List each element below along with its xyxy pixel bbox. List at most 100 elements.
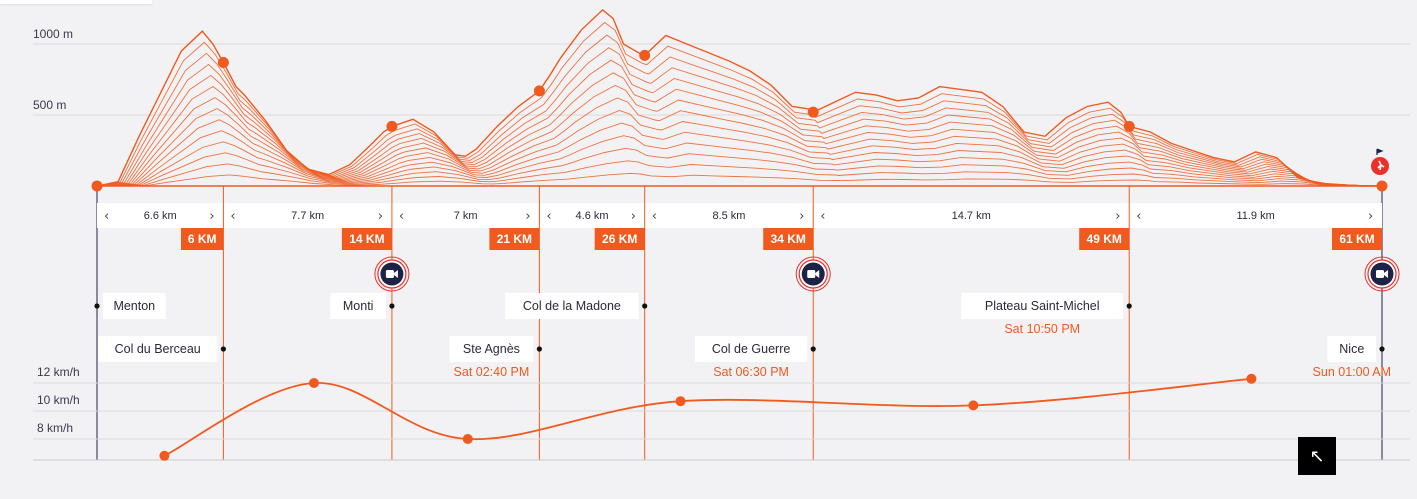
place-label-5: Col de Guerre Sat 06:30 PM bbox=[694, 336, 816, 379]
eta-time: Sat 10:50 PM bbox=[1004, 322, 1080, 336]
chevron-right-icon[interactable]: › bbox=[525, 209, 530, 224]
chevron-left-icon[interactable]: ‹ bbox=[1136, 209, 1141, 224]
speed-point bbox=[1246, 373, 1257, 384]
collapse-button[interactable]: ↖ bbox=[1298, 437, 1336, 475]
km-badge-bg bbox=[1332, 228, 1382, 250]
chevron-right-icon[interactable]: › bbox=[799, 209, 804, 224]
place-label-bg bbox=[694, 336, 808, 362]
place-dot bbox=[389, 303, 395, 309]
place-name: Monti bbox=[343, 299, 374, 313]
segment-2[interactable]: ‹ › 7 km bbox=[399, 209, 531, 224]
km-badge: 14 KM bbox=[341, 228, 392, 250]
chevron-right-icon[interactable]: › bbox=[209, 209, 214, 224]
elevation-point bbox=[807, 106, 819, 118]
place-dot bbox=[220, 346, 226, 352]
elevation-point bbox=[533, 85, 545, 97]
place-label-bg bbox=[961, 293, 1124, 319]
km-badge-label: 21 KM bbox=[497, 232, 532, 246]
chevron-right-icon[interactable]: › bbox=[378, 209, 383, 224]
video-camera-icon[interactable] bbox=[374, 256, 410, 292]
chevron-right-icon[interactable]: › bbox=[1115, 209, 1120, 224]
km-badge-bg bbox=[594, 228, 645, 250]
chevron-left-icon[interactable]: ‹ bbox=[104, 209, 109, 224]
place-label-bg bbox=[449, 336, 534, 362]
chevron-left-icon[interactable]: ‹ bbox=[546, 209, 551, 224]
speed-point bbox=[159, 450, 170, 461]
km-badge: 49 KM bbox=[1079, 228, 1130, 250]
speed-point bbox=[968, 400, 979, 411]
km-badge: 34 KM bbox=[763, 228, 814, 250]
speed-tick-label: 12 km/h bbox=[37, 365, 80, 379]
chevron-left-icon[interactable]: ‹ bbox=[230, 209, 235, 224]
arrow-up-left-icon: ↖ bbox=[1309, 445, 1325, 467]
place-dot bbox=[536, 346, 542, 352]
eta-time: Sat 06:30 PM bbox=[713, 365, 789, 379]
camera-lens bbox=[815, 270, 820, 278]
place-label-bg bbox=[1327, 336, 1376, 362]
elevation-layer bbox=[120, 147, 1383, 187]
km-badge-label: 49 KM bbox=[1087, 232, 1122, 246]
video-camera-icon[interactable] bbox=[1364, 256, 1400, 292]
elevation-layer bbox=[96, 8, 1382, 187]
segment-distance-label: 11.9 km bbox=[1236, 210, 1274, 222]
elevation-point bbox=[1123, 120, 1135, 132]
place-label-bg bbox=[103, 293, 166, 319]
place-name: Col du Berceau bbox=[115, 342, 201, 356]
place-name: Ste Agnès bbox=[463, 342, 520, 356]
elevation-point bbox=[639, 49, 651, 61]
chevron-right-icon[interactable]: › bbox=[631, 209, 636, 224]
elevation-layer bbox=[124, 172, 1383, 187]
chevron-left-icon[interactable]: ‹ bbox=[399, 209, 404, 224]
elevation-layer bbox=[107, 72, 1382, 187]
speed-point bbox=[675, 396, 686, 407]
chevron-left-icon[interactable]: ‹ bbox=[652, 209, 657, 224]
km-badge-bg bbox=[489, 228, 540, 250]
speed-point bbox=[308, 378, 319, 388]
place-name: Col de la Madone bbox=[523, 299, 621, 313]
place-label-2: Monti bbox=[330, 293, 395, 319]
km-badge: 6 KM bbox=[180, 228, 224, 250]
segment-distance-label: 4.6 km bbox=[576, 210, 609, 222]
segment-0[interactable]: ‹ › 6.6 km bbox=[104, 209, 215, 224]
segment-5[interactable]: ‹ › 14.7 km bbox=[820, 209, 1120, 224]
elevation-layer bbox=[118, 135, 1383, 187]
place-dot bbox=[94, 303, 100, 309]
place-label-1: Col du Berceau bbox=[97, 336, 226, 362]
runner-figure bbox=[1377, 160, 1385, 171]
chevron-right-icon[interactable]: › bbox=[1368, 209, 1373, 224]
km-badge: 61 KM bbox=[1332, 228, 1382, 250]
km-badge-bg bbox=[341, 228, 392, 250]
elevation-tick-label: 1000 m bbox=[33, 27, 73, 41]
km-badge-label: 61 KM bbox=[1339, 232, 1374, 246]
segment-distance-label: 7 km bbox=[454, 210, 478, 222]
km-badge-bg bbox=[1079, 228, 1130, 250]
place-label-bg bbox=[505, 293, 639, 319]
km-badge-label: 26 KM bbox=[602, 232, 637, 246]
speed-tick-label: 8 km/h bbox=[37, 421, 73, 435]
place-label-6: Plateau Saint-Michel Sat 10:50 PM bbox=[961, 293, 1132, 336]
km-badge: 26 KM bbox=[594, 228, 645, 250]
place-label-7: Nice Sun 01:00 AM bbox=[1313, 336, 1391, 379]
camera-lens bbox=[393, 270, 398, 278]
segment-6[interactable]: ‹ › 11.9 km bbox=[1136, 209, 1373, 224]
video-camera-icon[interactable] bbox=[795, 256, 831, 292]
camera-body bbox=[807, 270, 816, 278]
elevation-layer bbox=[101, 34, 1382, 187]
elevation-layer bbox=[113, 110, 1382, 187]
camera-body bbox=[385, 270, 394, 278]
speed-line bbox=[164, 377, 1252, 457]
place-dot bbox=[642, 303, 648, 309]
segment-3[interactable]: ‹ › 4.6 km bbox=[546, 209, 636, 224]
chevron-left-icon[interactable]: ‹ bbox=[820, 209, 825, 224]
segment-bar bbox=[97, 203, 1382, 228]
segment-1[interactable]: ‹ › 7.7 km bbox=[230, 209, 383, 224]
km-badge-label: 14 KM bbox=[349, 232, 384, 246]
place-dot bbox=[810, 346, 816, 352]
camera-ring bbox=[374, 256, 410, 292]
elevation-profile bbox=[96, 8, 1383, 187]
segment-4[interactable]: ‹ › 8.5 km bbox=[652, 209, 805, 224]
km-badge-bg bbox=[180, 228, 224, 250]
elevation-layer bbox=[115, 122, 1382, 187]
elevation-point bbox=[217, 56, 229, 68]
